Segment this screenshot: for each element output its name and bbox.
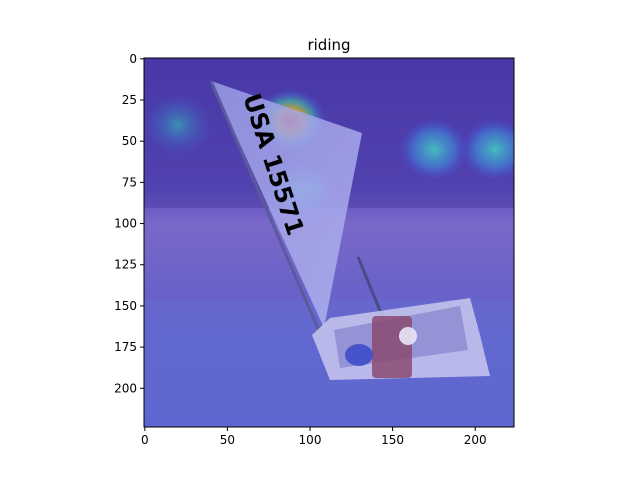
y-tick-label: 75	[122, 175, 137, 189]
axes-frame	[143, 57, 515, 428]
y-tick-label: 125	[114, 258, 137, 272]
mast-line	[209, 80, 324, 339]
y-axis-ticks: 0 25 50 75 100 125 150 175 200	[114, 52, 144, 395]
y-tick-label: 25	[122, 93, 137, 107]
heatmap-hotspot-2	[399, 118, 468, 181]
y-tick-label: 175	[114, 340, 137, 354]
sailor-figure	[372, 316, 412, 378]
heatmap-hotspot-3	[461, 118, 514, 181]
x-tick-label: 150	[381, 433, 404, 447]
chart-title: riding	[307, 36, 350, 54]
x-axis-ticks: 0 50 100 150 200	[141, 427, 487, 447]
boat-bag	[345, 344, 373, 366]
sail-shape	[211, 81, 362, 328]
x-tick-label: 200	[464, 433, 487, 447]
x-tick-label: 50	[220, 433, 235, 447]
sailor-logo	[399, 327, 417, 345]
y-tick-label: 50	[122, 134, 137, 148]
x-tick-label: 0	[141, 433, 149, 447]
plot-area: USA 15571	[144, 58, 514, 427]
heatmap-hotspot-4	[144, 94, 212, 156]
y-tick-label: 0	[129, 52, 137, 66]
y-tick-label: 200	[114, 381, 137, 395]
y-tick-label: 150	[114, 299, 137, 313]
y-tick-label: 100	[114, 217, 137, 231]
x-tick-label: 100	[299, 433, 322, 447]
